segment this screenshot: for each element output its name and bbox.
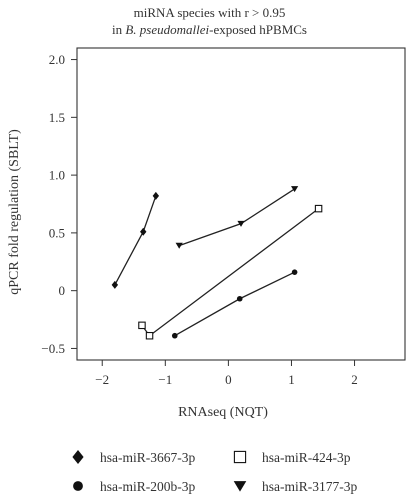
data-point-triangle bbox=[237, 220, 245, 227]
legend-item: hsa-miR-424-3p bbox=[233, 450, 351, 465]
x-tick-label: −2 bbox=[95, 372, 109, 387]
legend-item: hsa-miR-3177-3p bbox=[233, 479, 357, 494]
legend-label: hsa-miR-200b-3p bbox=[100, 479, 195, 494]
data-point-circle bbox=[236, 295, 243, 302]
legend-marker-square-open bbox=[233, 450, 247, 464]
data-point-square bbox=[138, 321, 146, 330]
x-tick-label: 2 bbox=[351, 372, 358, 387]
y-tick-label: 0 bbox=[59, 283, 66, 298]
legend-item: hsa-miR-3667-3p bbox=[72, 450, 195, 465]
y-tick-label: 2.0 bbox=[49, 52, 65, 67]
y-tick-label: 1.5 bbox=[49, 110, 65, 125]
x-axis-label: RNAseq (NQT) bbox=[178, 405, 268, 420]
title-suffix: -exposed hPBMCs bbox=[209, 22, 307, 37]
series-diamond bbox=[111, 191, 160, 289]
data-point-triangle bbox=[175, 242, 183, 249]
data-point-circle bbox=[171, 332, 178, 339]
data-point-diamond bbox=[111, 280, 119, 289]
data-point-circle bbox=[291, 269, 298, 275]
legend-label: hsa-miR-3177-3p bbox=[262, 479, 357, 494]
legend-item: hsa-miR-200b-3p bbox=[73, 479, 195, 494]
legend-label: hsa-miR-3667-3p bbox=[100, 450, 195, 465]
chart-title-line-2: in B. pseudomallei-exposed hPBMCs bbox=[0, 21, 419, 38]
data-point-square bbox=[145, 331, 154, 340]
y-tick-label: 1.0 bbox=[49, 168, 65, 183]
chart-title: miRNA species with r > 0.95 in B. pseudo… bbox=[0, 4, 419, 38]
legend-label: hsa-miR-424-3p bbox=[262, 450, 351, 465]
data-point-square bbox=[314, 204, 323, 213]
x-tick-label: 0 bbox=[225, 372, 232, 387]
series-circle bbox=[171, 269, 298, 339]
data-point-diamond bbox=[152, 191, 160, 200]
series-line bbox=[114, 195, 157, 286]
title-species: B. pseudomallei bbox=[125, 22, 210, 37]
legend-marker-triangle-down bbox=[233, 481, 247, 492]
series-triangle-down bbox=[175, 186, 299, 249]
y-tick-label: 0.5 bbox=[49, 225, 65, 240]
data-point-triangle bbox=[291, 186, 299, 193]
legend-marker-diamond bbox=[72, 450, 84, 464]
legend-marker-circle bbox=[73, 481, 83, 491]
y-axis-label: qPCR fold regulation (SBLT) bbox=[7, 129, 22, 295]
series-square-open bbox=[138, 204, 323, 340]
legend: hsa-miR-3667-3p hsa-miR-200b-3p hsa-miR-42… bbox=[72, 450, 357, 494]
x-tick-label: 1 bbox=[288, 372, 295, 387]
plot-frame bbox=[76, 47, 406, 361]
y-tick-label: −0.5 bbox=[41, 341, 65, 356]
series-layer bbox=[111, 186, 323, 340]
axes-group: −2 −1 0 1 2 −0.5 0 0.5 1.0 1.5 2.0 RNAseq (NQT) qPCR… bbox=[7, 47, 406, 420]
data-point-diamond bbox=[140, 227, 147, 236]
chart-title-line-1: miRNA species with r > 0.95 bbox=[133, 5, 286, 20]
x-tick-label: −1 bbox=[158, 372, 172, 387]
title-prefix: in bbox=[111, 22, 126, 37]
series-line bbox=[178, 188, 295, 247]
